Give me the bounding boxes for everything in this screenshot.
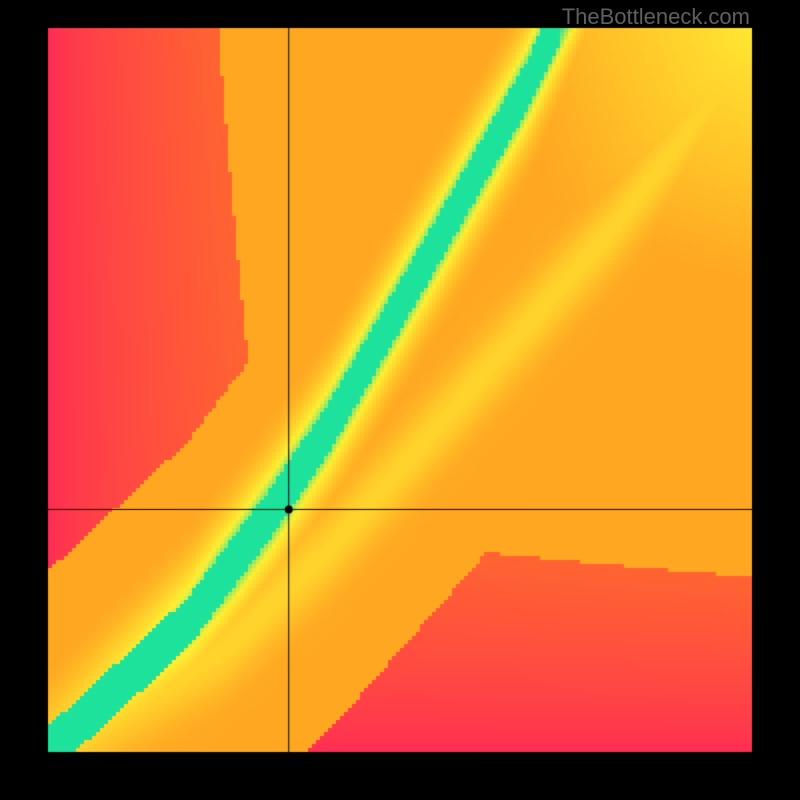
watermark-text: TheBottleneck.com <box>562 4 750 30</box>
chart-container: TheBottleneck.com <box>0 0 800 800</box>
bottleneck-heatmap-canvas <box>0 0 800 800</box>
